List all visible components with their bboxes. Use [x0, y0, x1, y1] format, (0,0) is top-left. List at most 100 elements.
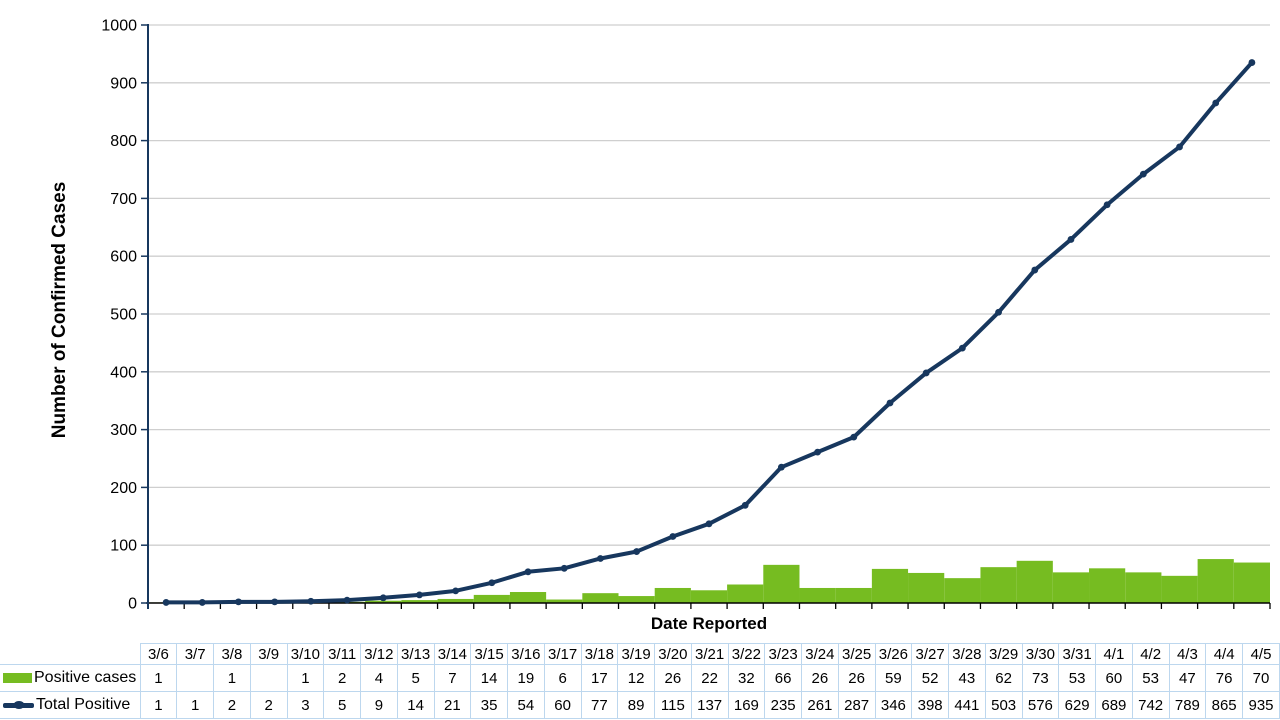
series-label: Positive cases [34, 669, 137, 686]
bar-legend-swatch-icon [3, 673, 32, 683]
date-cell: 3/14 [433, 643, 472, 665]
value-cell: 53 [1131, 664, 1170, 692]
bar-positive-cases [690, 590, 728, 603]
bar-positive-cases [1052, 572, 1090, 603]
value-cell: 12 [617, 664, 655, 692]
value-cell: 73 [1021, 664, 1060, 692]
value-cell: 576 [1021, 691, 1060, 719]
date-cell: 3/13 [396, 643, 435, 665]
bar-positive-cases [871, 568, 909, 603]
value-cell: 89 [617, 691, 655, 719]
bar-positive-cases [1197, 559, 1234, 603]
table-row-positive-cases: Positive cases 1 1 1 2 4 5 7 14 19 6 17 12 26 22 32 66 26… [0, 664, 1280, 692]
y-tick-label: 400 [110, 364, 137, 381]
date-cell: 3/26 [874, 643, 913, 665]
date-cell: 4/3 [1168, 643, 1207, 665]
value-cell: 53 [1058, 664, 1096, 692]
date-cell: 3/24 [801, 643, 839, 665]
line-marker [886, 399, 894, 407]
date-cell: 3/8 [213, 643, 251, 665]
y-tick-label: 200 [110, 480, 137, 497]
date-cell: 3/17 [543, 643, 582, 665]
value-cell: 5 [323, 691, 361, 719]
value-cell: 935 [1242, 691, 1280, 719]
date-cell: 3/10 [286, 643, 325, 665]
date-cell: 3/11 [323, 643, 361, 665]
y-tick-label: 600 [110, 249, 137, 266]
combo-chart-plot: 0 100 200 300 400 500 600 700 800 900 1000 [101, 18, 1271, 613]
value-cell: 1 [213, 664, 251, 692]
value-cell: 1 [286, 664, 325, 692]
value-cell: 77 [580, 691, 619, 719]
bar-positive-cases [401, 600, 438, 603]
value-cell: 1 [176, 691, 214, 719]
value-cell: 287 [837, 691, 876, 719]
date-cell: 3/16 [507, 643, 545, 665]
value-cell: 26 [801, 664, 839, 692]
line-marker [633, 548, 641, 555]
value-cell: 346 [874, 691, 913, 719]
value-cell: 2 [323, 664, 361, 692]
y-tick-label: 300 [110, 422, 137, 439]
date-cell: 4/1 [1095, 643, 1133, 665]
value-cell: 9 [360, 691, 398, 719]
value-cell: 1 [139, 691, 178, 719]
bar-positive-cases [727, 584, 764, 603]
date-cell: 3/15 [470, 643, 508, 665]
value-cell: 70 [1242, 664, 1280, 692]
bar-positive-cases [1016, 560, 1053, 603]
line-marker [1103, 201, 1111, 209]
line-marker [560, 564, 568, 572]
line-marker [1067, 236, 1075, 243]
bar-positive-cases [908, 572, 945, 603]
bar-positive-cases [799, 587, 836, 603]
line-marker [995, 308, 1002, 316]
line-marker [741, 501, 749, 509]
line-marker [162, 599, 170, 606]
bar-positive-cases [1125, 572, 1162, 603]
value-cell: 59 [874, 664, 913, 692]
value-cell: 14 [470, 664, 508, 692]
value-cell: 43 [948, 664, 986, 692]
value-cell [176, 664, 214, 692]
value-cell: 137 [690, 691, 729, 719]
value-cell: 22 [690, 664, 729, 692]
bar-positive-cases [365, 600, 402, 603]
bar-positive-cases [546, 599, 583, 603]
line-marker [669, 533, 677, 540]
value-cell: 115 [654, 691, 692, 719]
date-cell: 3/12 [360, 643, 398, 665]
value-cell: 742 [1131, 691, 1170, 719]
date-cell: 3/6 [139, 643, 178, 665]
series-label-cell: Positive cases [0, 664, 141, 692]
bar-positive-cases [509, 592, 547, 603]
value-cell: 2 [249, 691, 288, 719]
y-tick-label: 800 [110, 133, 137, 150]
value-cell: 52 [911, 664, 949, 692]
date-cell: 4/5 [1242, 643, 1280, 665]
series-label-cell: Total Positive [0, 691, 141, 719]
line-marker [235, 598, 242, 606]
date-cell: 3/27 [911, 643, 949, 665]
date-cell: 3/23 [764, 643, 802, 665]
line-legend-swatch-icon [3, 702, 34, 708]
bar-positive-cases [944, 578, 981, 603]
bar-positive-cases [1233, 562, 1270, 603]
y-tick-label: 1000 [101, 18, 137, 35]
bar-positive-cases [1161, 575, 1198, 603]
value-cell: 503 [984, 691, 1023, 719]
value-cell: 261 [801, 691, 839, 719]
date-cell: 4/4 [1205, 643, 1243, 665]
bar-positive-cases [582, 593, 619, 603]
line-marker [343, 596, 351, 604]
bar-positive-cases [473, 594, 510, 603]
data-table: 3/6 3/7 3/8 3/9 3/10 3/11 3/12 3/13 3/14 3/15 3/16… [0, 643, 1280, 719]
line-marker [416, 591, 423, 599]
value-cell: 2 [213, 691, 251, 719]
date-cell: 3/7 [176, 643, 214, 665]
line-marker [524, 568, 532, 576]
bar-positive-cases [654, 587, 691, 603]
value-cell: 14 [396, 691, 435, 719]
value-cell: 26 [654, 664, 692, 692]
date-cell: 3/29 [984, 643, 1023, 665]
